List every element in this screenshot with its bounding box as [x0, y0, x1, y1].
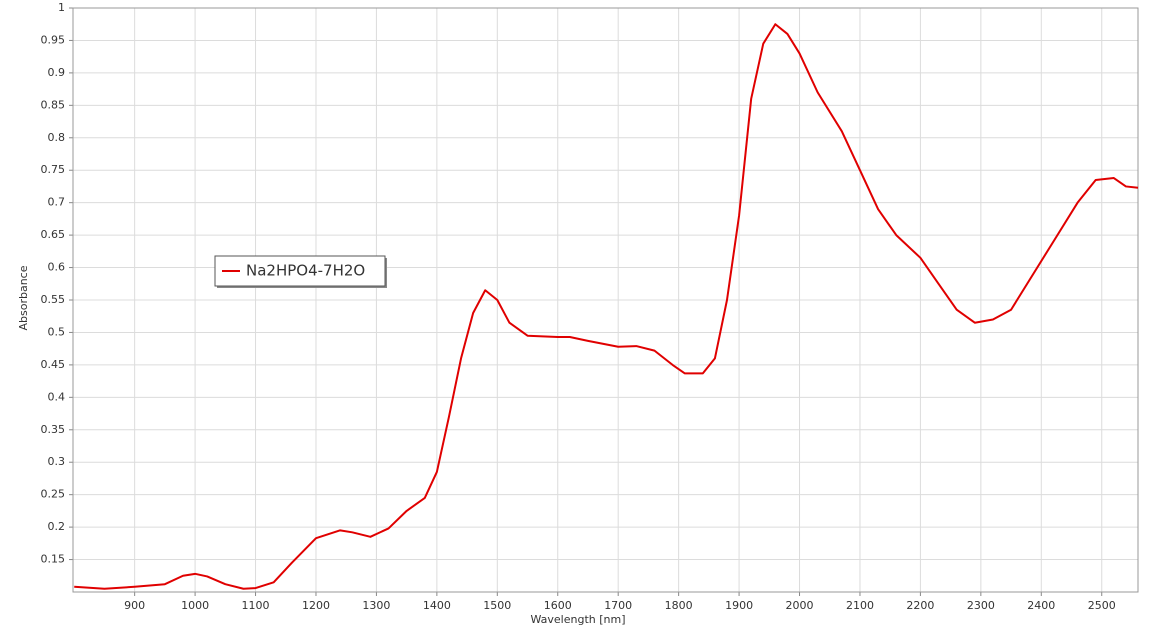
x-tick-label: 2000: [786, 599, 814, 612]
y-tick-label: 0.15: [41, 553, 66, 566]
x-tick-label: 1400: [423, 599, 451, 612]
y-tick-label: 0.3: [48, 455, 66, 468]
x-tick-label: 2300: [967, 599, 995, 612]
x-tick-label: 1500: [483, 599, 511, 612]
y-tick-label: 0.55: [41, 293, 66, 306]
y-tick-label: 0.95: [41, 33, 66, 46]
x-tick-label: 1600: [544, 599, 572, 612]
y-tick-label: 0.65: [41, 228, 66, 241]
legend-label: Na2HPO4-7H2O: [246, 262, 365, 280]
x-tick-label: 1700: [604, 599, 632, 612]
x-tick-label: 1300: [362, 599, 390, 612]
legend-box: [214, 255, 386, 287]
x-tick-label: 2500: [1088, 599, 1116, 612]
x-tick-label: 1800: [665, 599, 693, 612]
y-tick-label: 0.8: [48, 131, 66, 144]
y-tick-label: 0.85: [41, 98, 66, 111]
x-tick-label: 900: [124, 599, 145, 612]
x-tick-label: 2100: [846, 599, 874, 612]
x-tick-label: 2200: [906, 599, 934, 612]
y-tick-label: 0.7: [48, 196, 66, 209]
x-tick-label: 2400: [1027, 599, 1055, 612]
y-axis-label: Absorbance: [17, 265, 30, 330]
x-tick-label: 1200: [302, 599, 330, 612]
y-tick-label: 0.45: [41, 358, 66, 371]
x-tick-label: 1100: [242, 599, 270, 612]
y-tick-label: 1: [58, 1, 65, 14]
y-tick-label: 0.6: [48, 261, 66, 274]
y-tick-label: 0.4: [48, 390, 66, 403]
x-tick-label: 1000: [181, 599, 209, 612]
y-tick-label: 0.2: [48, 520, 66, 533]
y-tick-label: 0.35: [41, 423, 66, 436]
data-line: [74, 23, 1139, 590]
x-axis-label: Wavelength [nm]: [530, 613, 625, 626]
y-tick-label: 0.9: [48, 66, 66, 79]
plot-frame: [72, 7, 1139, 593]
y-tick-label: 0.25: [41, 488, 66, 501]
x-tick-label: 1900: [725, 599, 753, 612]
y-tick-label: 0.5: [48, 325, 66, 338]
y-tick-label: 0.75: [41, 163, 66, 176]
